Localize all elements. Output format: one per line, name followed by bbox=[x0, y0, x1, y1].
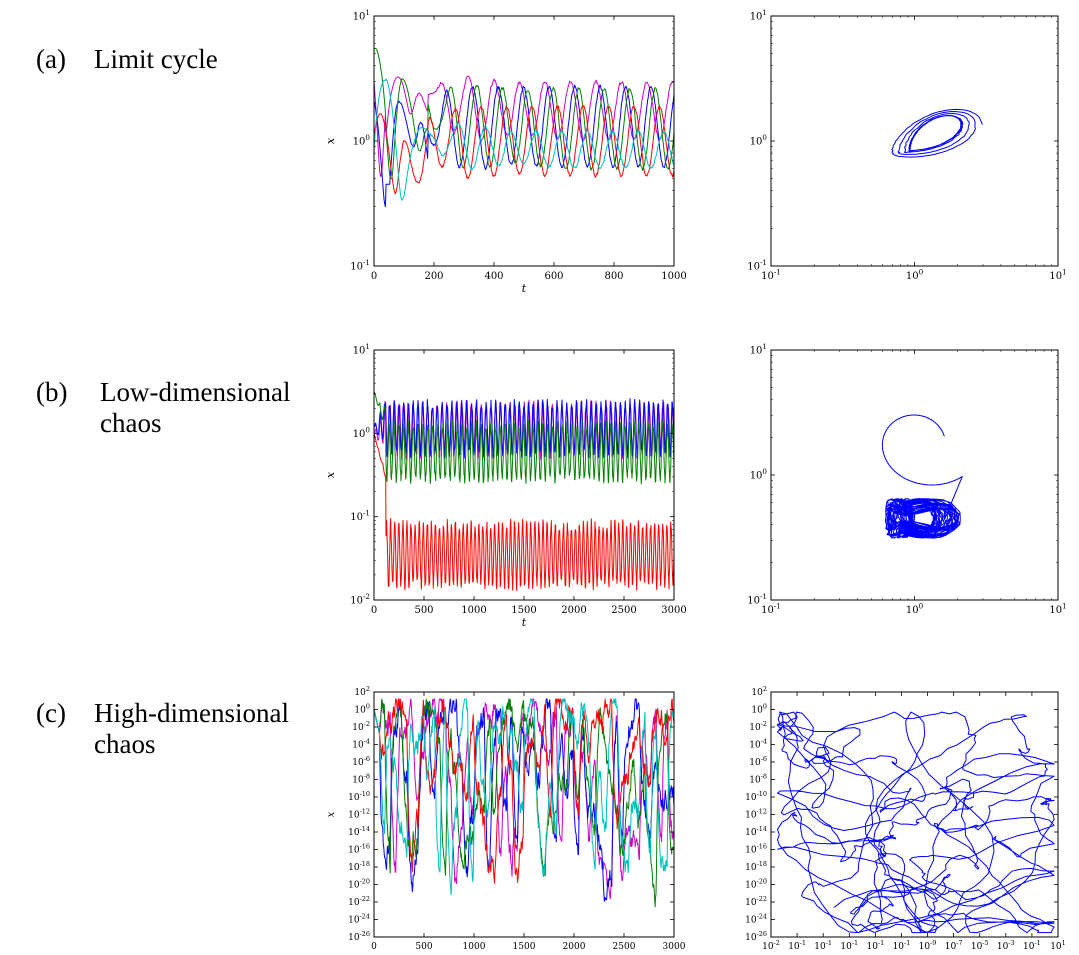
x-tick-label: 2000 bbox=[561, 605, 586, 616]
y-tick-label: 10-18 bbox=[745, 860, 767, 873]
row-title: Low-dimensional bbox=[100, 377, 291, 407]
row-title: High-dimensional bbox=[94, 698, 289, 728]
y-tick-label: 10-12 bbox=[745, 808, 767, 821]
y-tick-label: 102 bbox=[751, 685, 767, 698]
x-tick-label: 500 bbox=[415, 942, 432, 952]
y-tick-label: 100 bbox=[751, 703, 767, 716]
x-tick-label: 400 bbox=[484, 271, 503, 282]
x-tick-label: 3000 bbox=[663, 942, 686, 952]
row-title: Limit cycle bbox=[94, 44, 218, 74]
x-tick-label: 10-2 bbox=[762, 939, 780, 952]
x-tick-label: 600 bbox=[544, 271, 563, 282]
y-tick-label: 10-24 bbox=[745, 913, 767, 926]
x-tick-label: 10-1 bbox=[866, 939, 884, 952]
row-tag: (a) bbox=[36, 44, 66, 74]
x-tick-label: 1000 bbox=[661, 271, 686, 282]
series-line bbox=[374, 698, 674, 896]
x-tick-label: 1500 bbox=[511, 605, 536, 616]
x-tick-label: 2500 bbox=[613, 942, 636, 952]
series-line bbox=[374, 433, 674, 591]
series-line bbox=[881, 414, 963, 539]
x-tick-label: 500 bbox=[414, 605, 433, 616]
plot-area bbox=[771, 350, 1058, 600]
x-axis-label: t bbox=[522, 616, 527, 629]
x-tick-label: 3000 bbox=[661, 605, 686, 616]
x-tick-label: 10-1 bbox=[814, 939, 832, 952]
y-tick-label: 10-20 bbox=[745, 878, 767, 891]
series-line bbox=[777, 711, 1055, 934]
y-tick-label: 10-2 bbox=[749, 720, 767, 733]
y-tick-label: 10-14 bbox=[745, 825, 767, 838]
x-tick-label: 10-5 bbox=[971, 939, 989, 952]
series-line bbox=[374, 84, 674, 208]
x-tick-label: 1500 bbox=[513, 942, 536, 952]
x-tick-label: 10-1 bbox=[788, 939, 806, 952]
x-tick-label: 10-1 bbox=[1023, 939, 1041, 952]
series-line bbox=[374, 391, 674, 485]
x-axis-label: t bbox=[522, 282, 527, 295]
y-axis-label: x bbox=[324, 137, 337, 144]
row-title-line2: chaos bbox=[100, 408, 162, 438]
x-tick-label: 101 bbox=[1050, 939, 1066, 952]
row-tag: (c) bbox=[36, 698, 66, 728]
x-tick-label: 10-1 bbox=[840, 939, 858, 952]
x-tick-label: 200 bbox=[424, 271, 443, 282]
plot-area bbox=[771, 16, 1058, 266]
x-tick-label: 10-9 bbox=[919, 939, 937, 952]
y-tick-label: 10-6 bbox=[749, 755, 767, 768]
x-tick-label: 1000 bbox=[461, 605, 486, 616]
x-tick-label: 10-1 bbox=[893, 939, 911, 952]
row-title-line2: chaos bbox=[94, 729, 156, 759]
y-axis-label: x bbox=[326, 811, 337, 817]
y-tick-label: 10-22 bbox=[745, 895, 767, 908]
x-tick-label: 1000 bbox=[463, 942, 486, 952]
plot-area bbox=[374, 16, 674, 266]
x-tick-label: 800 bbox=[604, 271, 623, 282]
series-line bbox=[891, 108, 983, 158]
x-tick-label: 10-3 bbox=[997, 939, 1015, 952]
y-axis-label: x bbox=[324, 471, 337, 478]
series-line bbox=[374, 78, 674, 201]
x-tick-label: 10-7 bbox=[945, 939, 963, 952]
series-line bbox=[374, 48, 674, 180]
y-tick-label: 10-10 bbox=[745, 790, 767, 803]
series-line bbox=[374, 75, 674, 177]
y-tick-label: 10-4 bbox=[749, 738, 767, 751]
x-tick-label: 0 bbox=[371, 271, 377, 282]
x-tick-label: 2000 bbox=[563, 942, 586, 952]
x-tick-label: 0 bbox=[371, 605, 377, 616]
row-tag: (b) bbox=[36, 377, 68, 407]
plot-area bbox=[771, 692, 1058, 937]
x-tick-label: 0 bbox=[371, 942, 377, 952]
x-tick-label: 2500 bbox=[611, 605, 636, 616]
y-tick-label: 10-16 bbox=[745, 843, 767, 856]
y-tick-label: 10-8 bbox=[749, 773, 767, 786]
